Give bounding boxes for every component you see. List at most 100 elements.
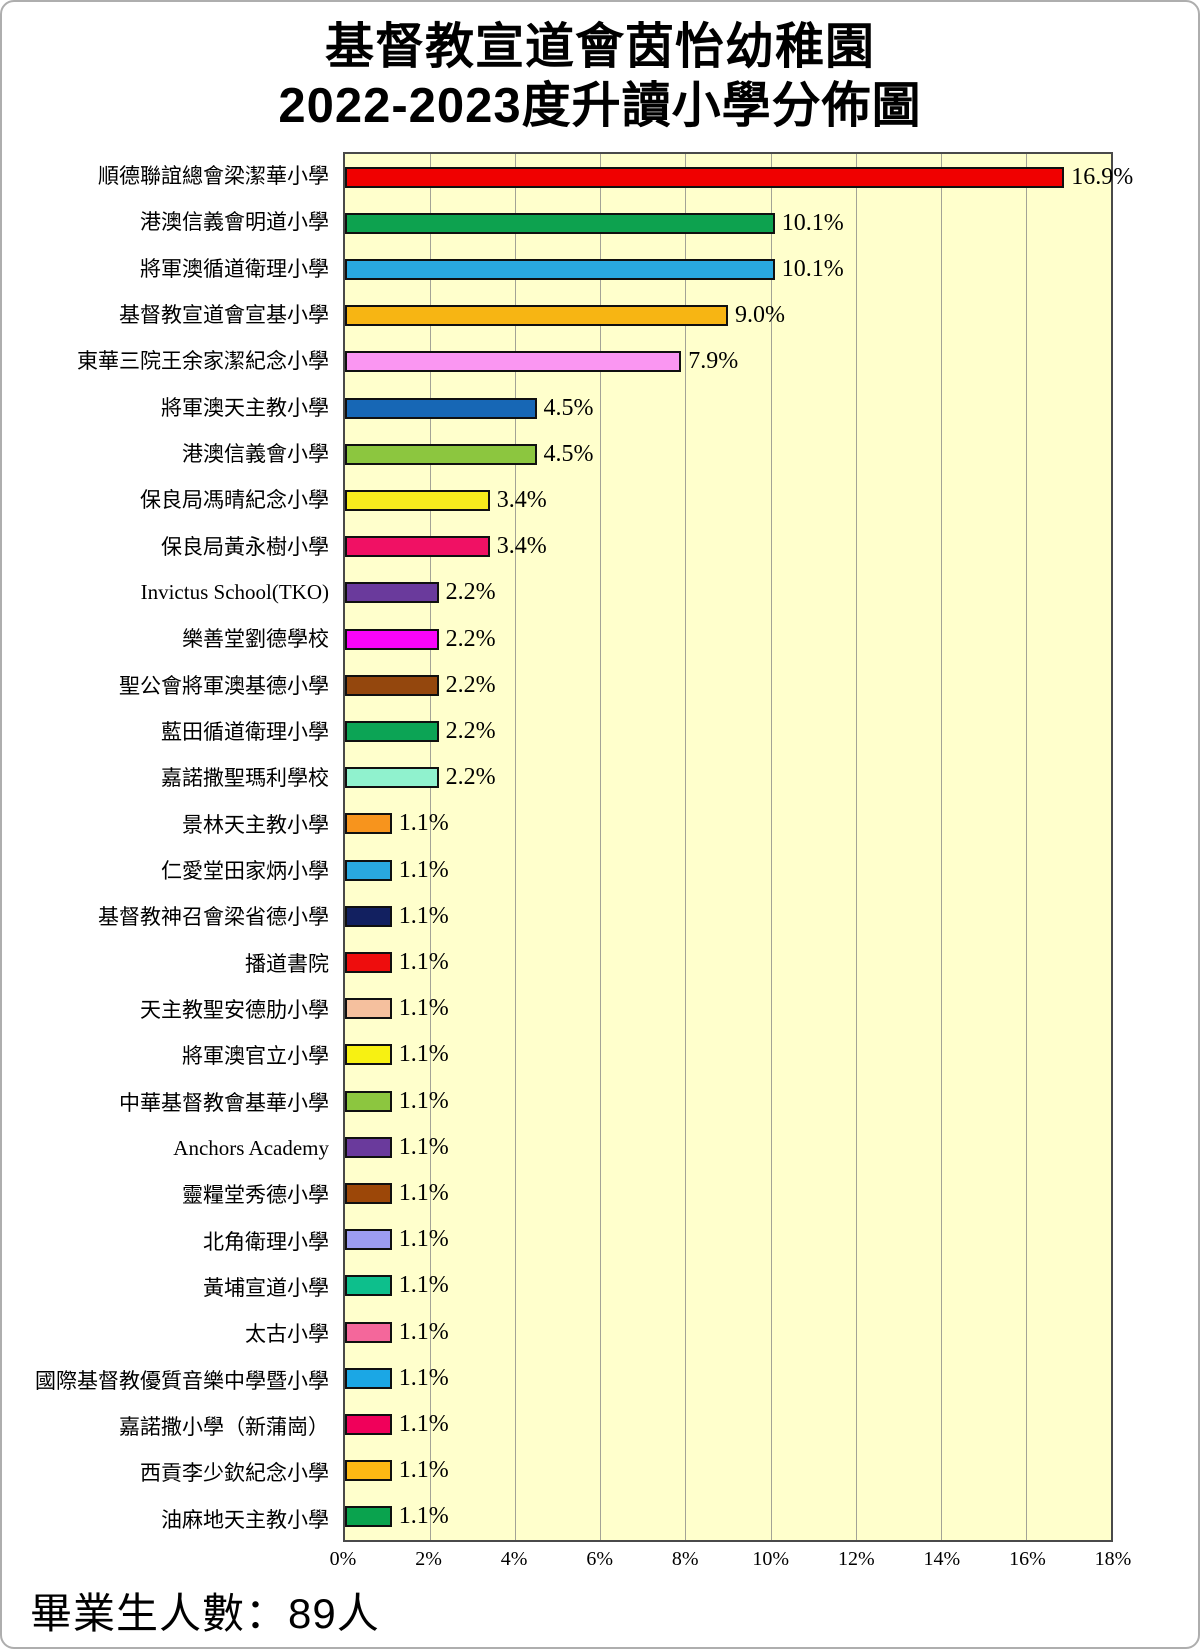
- chart-title-line2: 2022-2023度升讀小學分佈圖: [278, 78, 922, 133]
- x-axis-tick-label: 2%: [415, 1548, 442, 1570]
- bar: [345, 1044, 392, 1066]
- bar-value-label: 1.1%: [398, 1041, 449, 1068]
- x-axis-tick-label: 18%: [1094, 1548, 1132, 1570]
- bar-row: 7.9%: [345, 339, 1111, 385]
- bar-row: 4.5%: [345, 431, 1111, 477]
- category-label: 藍田循道衛理小學: [161, 720, 329, 745]
- bar-row: 1.1%: [345, 1448, 1111, 1494]
- bar-value-label: 16.9%: [1071, 163, 1134, 190]
- gridline: [430, 154, 432, 1540]
- bar-value-label: 1.1%: [398, 995, 449, 1022]
- category-label: 嘉諾撒小學（新蒲崗）: [119, 1415, 329, 1440]
- bar: [345, 397, 537, 419]
- bar: [345, 1090, 392, 1112]
- bar-row: 1.1%: [345, 1355, 1111, 1401]
- bar-row: 1.1%: [345, 1170, 1111, 1216]
- bar: [345, 212, 775, 234]
- bar-value-label: 1.1%: [398, 1318, 449, 1345]
- gridline: [770, 154, 772, 1540]
- category-label: 東華三院王余家潔紀念小學: [77, 349, 329, 374]
- bar-value-label: 1.1%: [398, 810, 449, 837]
- category-label: 將軍澳天主教小學: [161, 395, 329, 420]
- category-label: 港澳信義會明道小學: [140, 210, 329, 235]
- category-label: 西貢李少欽紀念小學: [140, 1461, 329, 1486]
- bar-value-label: 2.2%: [445, 718, 496, 745]
- bar-row: 10.1%: [345, 200, 1111, 246]
- gridline: [600, 154, 602, 1540]
- bar-value-label: 1.1%: [398, 902, 449, 929]
- gridline: [685, 154, 687, 1540]
- bar: [345, 443, 537, 465]
- bar-row: 1.1%: [345, 1263, 1111, 1309]
- bar-value-label: 1.1%: [398, 1364, 449, 1391]
- bar-value-label: 9.0%: [735, 302, 785, 329]
- bar-row: 1.1%: [345, 1309, 1111, 1355]
- bar-row: 1.1%: [345, 1494, 1111, 1540]
- x-axis-tick-label: 6%: [586, 1548, 613, 1570]
- bar: [345, 1367, 392, 1389]
- category-label: 播道書院: [245, 951, 329, 976]
- category-label: 嘉諾撒聖瑪利學校: [161, 766, 329, 791]
- bar: [345, 1183, 392, 1205]
- bar: [345, 259, 775, 280]
- bar-row: 4.5%: [345, 385, 1111, 431]
- category-label: 基督教宣道會宣基小學: [119, 303, 329, 328]
- chart-title: 基督教宣道會茵怡幼稚園 2022-2023度升讀小學分佈圖: [2, 18, 1198, 136]
- bars-container: 16.9% 10.1% 10.1% 9.0% 7.9% 4.5% 4.5% 3.4% 3.4% 2…: [345, 154, 1133, 1540]
- x-axis: 0% 2% 4% 6% 8% 10% 12% 14% 16% 18%: [330, 1548, 1132, 1576]
- category-label: 黃埔宣道小學: [203, 1276, 329, 1301]
- chart-title-line1: 基督教宣道會茵怡幼稚園: [324, 20, 875, 74]
- bar-row: 9.0%: [345, 293, 1111, 339]
- bar-value-label: 4.5%: [543, 440, 594, 467]
- bar: [345, 1321, 392, 1343]
- gridline: [1025, 154, 1027, 1540]
- x-axis-tick-label: 14%: [923, 1548, 961, 1570]
- category-label: 將軍澳循道衛理小學: [140, 256, 329, 281]
- bar-row: 1.1%: [345, 801, 1111, 847]
- bar-value-label: 10.1%: [781, 256, 844, 282]
- bar-row: 1.1%: [345, 986, 1111, 1032]
- bar: [345, 1275, 392, 1297]
- bar: [345, 998, 392, 1020]
- x-axis-tick-label: 12%: [837, 1548, 875, 1570]
- bar-value-label: 7.9%: [688, 348, 739, 375]
- category-label: 樂善堂劉德學校: [182, 627, 329, 652]
- bar-value-label: 1.1%: [398, 1411, 449, 1438]
- category-label: 基督教神召會梁省德小學: [98, 905, 329, 930]
- bar-value-label: 1.1%: [398, 1133, 449, 1160]
- gridline: [855, 154, 857, 1540]
- category-label: 靈糧堂秀德小學: [182, 1183, 329, 1208]
- bar-row: 1.1%: [345, 1217, 1111, 1263]
- bar: [345, 1229, 392, 1251]
- category-label: 保良局黃永樹小學: [161, 534, 329, 559]
- category-label: 太古小學: [245, 1322, 329, 1347]
- bar-row: 1.1%: [345, 847, 1111, 893]
- bar: [345, 1136, 392, 1158]
- bar: [345, 1460, 392, 1482]
- category-label: 油麻地天主教小學: [161, 1507, 329, 1532]
- bar: [345, 351, 682, 373]
- category-label: 國際基督教優質音樂中學暨小學: [35, 1368, 329, 1393]
- plot-area: 16.9% 10.1% 10.1% 9.0% 7.9% 4.5% 4.5% 3.4% 3.4% 2…: [343, 152, 1133, 1542]
- bar-value-label: 2.2%: [445, 671, 496, 698]
- category-label: 景林天主教小學: [182, 812, 329, 837]
- category-label: 將軍澳官立小學: [182, 1044, 329, 1069]
- category-label: 北角衛理小學: [203, 1229, 329, 1254]
- bar-row: 1.1%: [345, 1124, 1111, 1170]
- graduate-count-text: 畢業生人數：89人: [30, 1590, 380, 1637]
- bar: [345, 536, 490, 558]
- bar-row: 2.2%: [345, 616, 1111, 662]
- bar: [345, 166, 1065, 188]
- bar: [345, 490, 490, 512]
- bar-value-label: 2.2%: [445, 579, 496, 606]
- bar: [345, 1506, 392, 1528]
- bar-row: 2.2%: [345, 755, 1111, 801]
- bar: [345, 859, 392, 881]
- bar: [345, 721, 439, 743]
- bar-value-label: 2.2%: [445, 764, 496, 791]
- category-label: 天主教聖安德肋小學: [140, 998, 329, 1023]
- bar: [345, 952, 392, 974]
- bar-value-label: 10.1%: [781, 209, 844, 236]
- bar-row: 2.2%: [345, 662, 1111, 708]
